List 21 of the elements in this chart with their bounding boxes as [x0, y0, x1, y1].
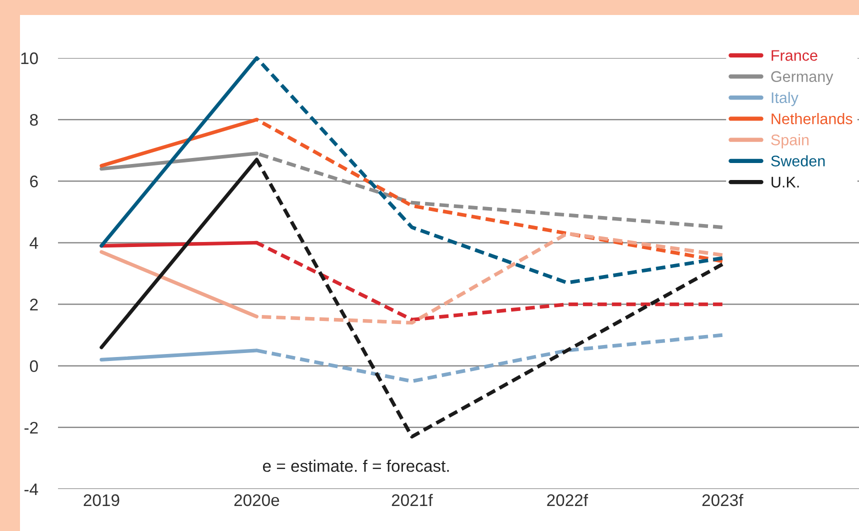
y-tick-label: 4	[30, 237, 38, 249]
y-tick-label: 0	[30, 360, 38, 372]
x-tick-label: 2022f	[547, 494, 588, 506]
legend-label: Netherlands	[772, 113, 852, 124]
x-tick-label: 2020e	[234, 494, 280, 506]
legend-label: Germany	[771, 71, 834, 86]
y-tick-label: 6	[30, 176, 38, 188]
x-tick-label: 2023f	[702, 494, 744, 506]
x-tick-label: 2021f	[392, 494, 433, 506]
y-tick-label: 10	[21, 52, 38, 64]
legend-label: Spain	[771, 134, 809, 148]
y-tick-label: -4	[24, 484, 38, 496]
legend-label: Sweden	[771, 155, 825, 166]
legend-label: Italy	[772, 92, 798, 106]
y-tick-label: 8	[30, 114, 38, 126]
annotation: e = estimate. f = forecast.	[262, 460, 449, 472]
legend-label: France	[772, 50, 818, 61]
legend-label: U.K.	[772, 176, 799, 188]
x-tick-label: 2019	[84, 494, 120, 506]
y-tick-label: -2	[24, 422, 38, 434]
y-tick-label: 2	[30, 298, 38, 310]
